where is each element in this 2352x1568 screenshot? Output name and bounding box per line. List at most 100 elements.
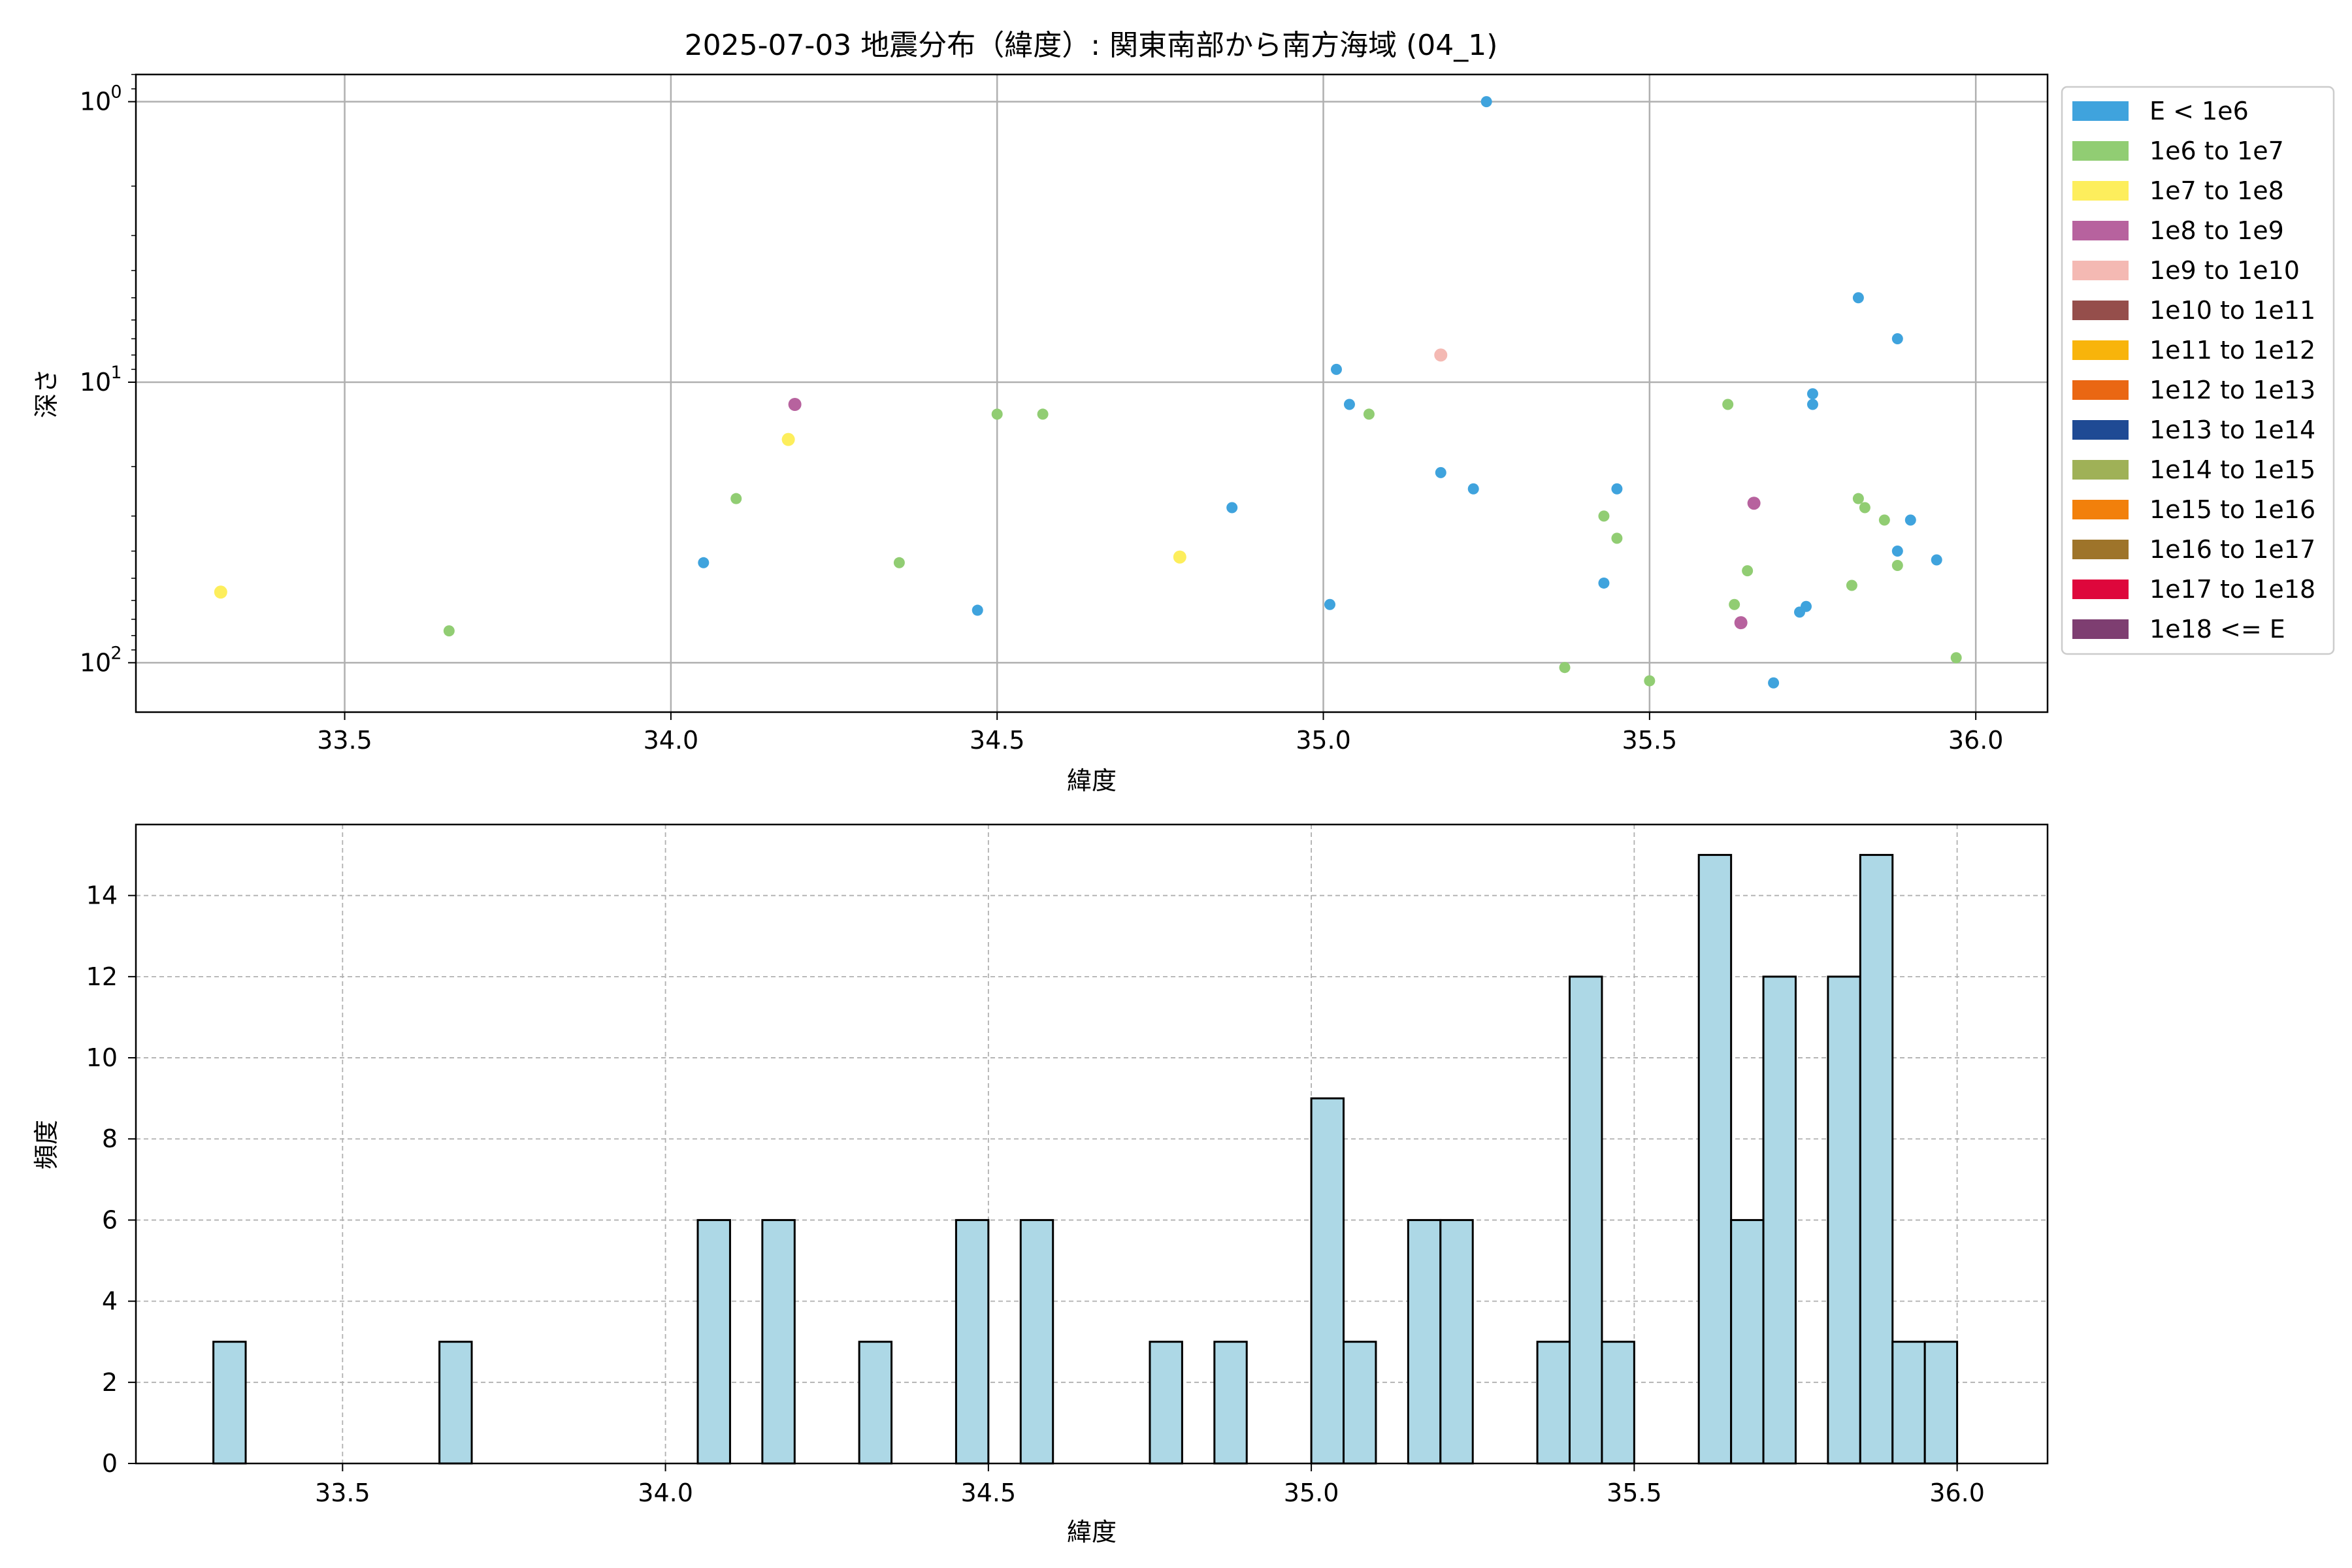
scatter-point (1729, 598, 1740, 610)
scatter-point (1891, 546, 1903, 557)
scatter-point (1480, 96, 1492, 108)
scatter-point (1467, 483, 1479, 495)
histogram-bar (1730, 1218, 1765, 1465)
histogram-bar (1310, 1097, 1345, 1465)
legend-label: 1e8 to 1e9 (2149, 216, 2284, 245)
scatter-point (1598, 510, 1610, 522)
histogram-x-tick-label: 35.0 (1284, 1478, 1339, 1507)
legend-label: 1e7 to 1e8 (2149, 176, 2284, 205)
legend-swatch (2072, 460, 2129, 480)
scatter-point (1037, 408, 1049, 420)
scatter-point (1434, 348, 1448, 362)
scatter-point (214, 585, 227, 599)
scatter-point (1324, 598, 1336, 610)
histogram-bar (1827, 975, 1861, 1465)
scatter-point (1950, 652, 1962, 664)
histogram-y-tick-label: 8 (102, 1124, 118, 1153)
histogram-bar (761, 1218, 796, 1465)
scatter-point (730, 493, 742, 504)
histogram-bar (696, 1218, 731, 1465)
legend-label: 1e6 to 1e7 (2149, 137, 2284, 165)
histogram-bar (1891, 1341, 1926, 1465)
scatter-point (1768, 677, 1780, 689)
histogram-bar (438, 1341, 473, 1465)
scatter-point (1891, 559, 1903, 571)
scatter-y-tick-exponent: 2 (110, 643, 122, 663)
legend-label: 1e17 to 1e18 (2149, 575, 2315, 604)
histogram-bar (212, 1341, 247, 1465)
scatter-point (1611, 532, 1623, 544)
scatter-point (1173, 550, 1186, 564)
legend-swatch (2072, 420, 2129, 440)
scatter-x-tick-label: 33.5 (317, 726, 372, 755)
histogram-bar (1762, 975, 1797, 1465)
scatter-x-label: 緯度 (1067, 766, 1117, 795)
histogram-bar (955, 1218, 990, 1465)
scatter-x-tick-label: 36.0 (1948, 726, 2004, 755)
histogram-bar (1149, 1341, 1183, 1465)
scatter-x-tick-label: 35.0 (1296, 726, 1351, 755)
scatter-grid (136, 74, 2048, 712)
scatter-point (1801, 600, 1812, 612)
scatter-point (1722, 399, 1734, 410)
scatter-y-label: 深さ (32, 368, 61, 418)
scatter-point (781, 433, 795, 446)
scatter-point (1734, 616, 1748, 630)
scatter-point (1226, 502, 1238, 514)
scatter-point (1846, 580, 1857, 591)
scatter-point (1611, 483, 1623, 495)
legend-swatch (2072, 500, 2129, 519)
histogram-y-ticks: 0 2 4 6 8 10 12 14 (86, 881, 136, 1478)
legend-swatch (2072, 221, 2129, 240)
legend-label: 1e18 <= E (2149, 615, 2285, 644)
histogram-bars (212, 854, 1959, 1465)
legend-swatch (2072, 181, 2129, 201)
scatter-point (1742, 565, 1754, 577)
histogram-bar (1569, 975, 1603, 1465)
scatter-y-tick-label: 10 (80, 88, 111, 116)
histogram-bar (1407, 1218, 1442, 1465)
scatter-point (1904, 514, 1916, 526)
scatter-point (1330, 363, 1342, 375)
histogram-frame (135, 823, 2049, 1465)
scatter-y-tick-exponent: 0 (110, 82, 122, 103)
legend-items: E < 1e6 1e6 to 1e7 1e7 to 1e8 1e8 to 1e9 1e9… (2072, 97, 2315, 644)
scatter-title: 2025-07-03 地震分布（緯度）: 関東南部から南方海域 (04_1) (685, 29, 1498, 62)
legend: E < 1e6 1e6 to 1e7 1e7 to 1e8 1e8 to 1e9 1e9… (2061, 86, 2335, 655)
histogram-bar (1536, 1341, 1571, 1465)
scatter-point (1747, 497, 1761, 510)
legend-label: 1e16 to 1e17 (2149, 535, 2315, 564)
scatter-frame (135, 73, 2049, 713)
scatter-point (1435, 466, 1446, 478)
legend-label: 1e10 to 1e11 (2149, 296, 2315, 325)
histogram-bar (1213, 1341, 1248, 1465)
legend-label: 1e14 to 1e15 (2149, 455, 2315, 484)
scatter-point (698, 557, 710, 568)
scatter-point (1891, 333, 1903, 344)
scatter-x-tick-label: 34.0 (644, 726, 699, 755)
scatter-point (972, 604, 983, 616)
histogram-y-tick-label: 12 (86, 962, 118, 991)
scatter-y-tick-label: 10 (80, 648, 111, 677)
legend-label: 1e12 to 1e13 (2149, 376, 2315, 404)
legend-swatch (2072, 540, 2129, 559)
histogram-bar (1019, 1218, 1054, 1465)
scatter-point (893, 557, 905, 568)
histogram-y-tick-label: 2 (102, 1368, 118, 1397)
legend-label: 1e11 to 1e12 (2149, 336, 2315, 365)
scatter-x-tick-label: 35.5 (1622, 726, 1678, 755)
legend-swatch (2072, 141, 2129, 161)
histogram-bar (1859, 854, 1894, 1465)
scatter-point (1852, 292, 1864, 304)
scatter-point (443, 625, 455, 637)
scatter-panel: 2025-07-03 地震分布（緯度）: 関東南部から南方海域 (04_1) 3… (32, 29, 2335, 795)
scatter-point (1806, 399, 1818, 410)
scatter-point (991, 408, 1003, 420)
scatter-point (1878, 514, 1890, 526)
histogram-bar (1601, 1341, 1635, 1465)
histogram-x-tick-label: 35.5 (1607, 1478, 1662, 1507)
legend-label: 1e15 to 1e16 (2149, 495, 2315, 524)
histogram-bar (1439, 1218, 1474, 1465)
